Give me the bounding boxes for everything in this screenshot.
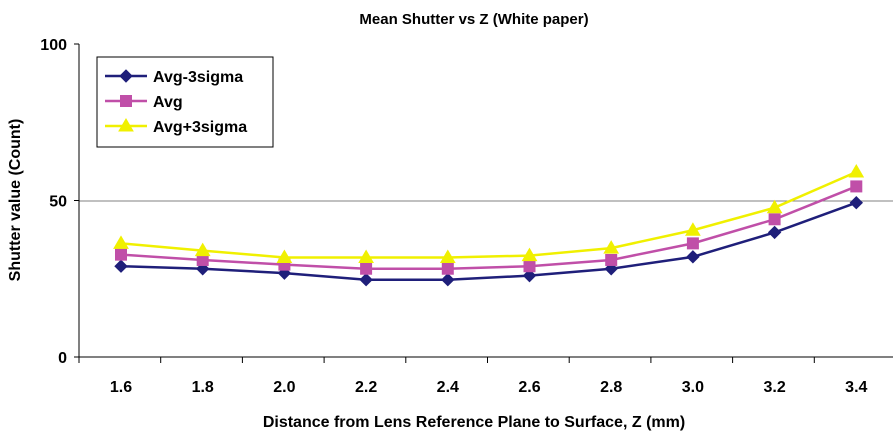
series-layer [113,164,865,287]
data-point [441,262,454,275]
data-point [849,195,864,210]
data-point [768,213,781,226]
data-point [358,249,374,263]
x-axis-ticks: 1.6 1.8 2.0 2.2 2.4 2.6 2.8 3.0 3.2 3.4 [78,357,868,396]
data-point [522,268,537,283]
x-tick-label: 3.2 [763,379,785,396]
y-axis-ticks: 0 50 100 [40,37,79,367]
x-tick-label: 1.8 [192,379,214,396]
x-tick-label: 3.4 [845,379,867,396]
legend-marker [118,118,134,132]
x-tick-label: 2.6 [518,379,540,396]
series-line [120,170,857,259]
data-point [767,225,782,240]
x-tick-label: 2.4 [437,379,459,396]
data-point [194,242,211,257]
data-point [115,248,127,261]
x-tick-label: 1.6 [110,379,132,396]
data-point [686,237,699,250]
x-tick-label: 3.0 [682,379,704,396]
data-point [114,259,128,273]
series-line [120,201,857,281]
y-tick-label: 100 [40,37,67,54]
series-avg-3sigma [113,164,865,263]
data-point [196,253,209,266]
data-point [686,250,700,264]
data-point [605,253,618,266]
data-point [766,199,783,214]
data-point [521,247,538,262]
data-point [439,249,456,263]
data-point [276,249,293,263]
series-line [120,185,857,270]
legend: Avg-3sigma Avg Avg+3sigma [96,56,274,148]
legend-marker [120,95,132,107]
series-avg [115,180,863,275]
data-point [523,260,536,273]
series-avg-3sigma [114,195,864,287]
legend-label: Avg [153,94,183,111]
data-point [685,222,701,236]
x-axis-label: Distance from Lens Reference Plane to Su… [263,414,685,431]
y-tick-label: 0 [58,350,67,367]
data-point [441,272,455,287]
data-point [850,180,863,193]
data-point [360,262,373,275]
data-point [603,240,620,254]
legend-label: Avg-3sigma [153,69,243,86]
data-point [359,272,373,287]
y-axis-label: Shutter value (Count) [7,119,24,282]
chart-title: Mean Shutter vs Z (White paper) [359,11,588,28]
data-point [113,235,129,249]
legend-marker [119,69,133,83]
x-tick-label: 2.2 [355,379,377,396]
x-tick-label: 2.8 [600,379,622,396]
y-tick-label: 50 [49,194,67,211]
legend-label: Avg+3sigma [153,119,247,136]
x-tick-label: 2.0 [273,379,295,396]
data-point [848,164,865,178]
